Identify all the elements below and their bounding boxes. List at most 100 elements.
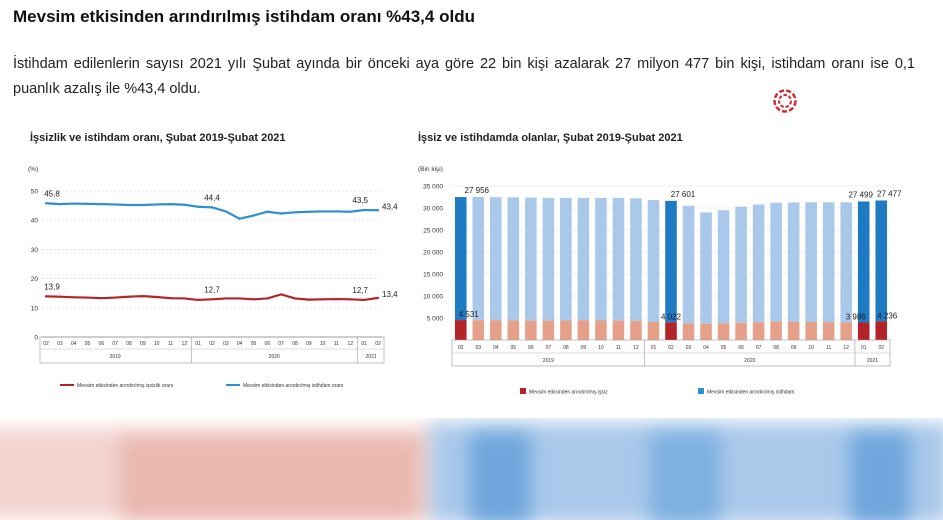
unemployment-bar [752,322,765,340]
line-chart-data-label: 13,9 [44,282,60,291]
employment-bar [595,197,607,321]
line-chart-ytick: 30 [31,247,39,254]
line-chart-xtick: 11 [168,341,173,347]
line-chart-data-label: 44,4 [204,193,220,202]
line-chart-ytick: 40 [31,218,39,225]
employment-bar [647,200,660,322]
employment-bar [717,210,730,324]
line-chart-xtick: 08 [126,341,132,347]
unemployment-bar [542,320,555,340]
unemployment-rate-point [349,298,352,301]
bar-chart-xtick: 03 [686,345,692,351]
unemployment-bar [454,320,467,340]
unemployment-rate-point [252,298,255,301]
line-chart-xtick: 09 [140,341,146,347]
employment-bar [525,197,537,321]
employment-rate-point [72,202,75,205]
employment-bar [472,196,485,321]
bar-chart-data-label: 4 236 [877,311,898,320]
bar-chart-xtick: 09 [581,345,587,351]
employment-rate-point [141,203,144,207]
bar-chart-legend-label: Mevsim etkisinden arındırılmış işsiz [529,390,608,396]
employment-rate-point [349,210,352,213]
employment-bar [577,197,590,321]
employment-rate-point [210,206,214,209]
bar-chart-legend-label: Mevsim etkisinden arındırılmış istihdam [707,390,795,396]
employment-bar [682,205,695,324]
bar-chart-xtick: 08 [773,345,779,351]
employment-rate-point [100,203,103,206]
employment-bar [805,202,817,322]
unemployment-bar [787,321,800,340]
bar-chart-ytick: 35 000 [423,184,443,191]
unemployment-rate-point [114,296,117,299]
bar-chart-xtick: 10 [808,345,814,351]
employment-rate-point [376,209,380,212]
unemployment-bar [490,320,502,340]
line-chart-xtick: 04 [237,341,243,347]
employment-bar [735,206,747,323]
line-chart-title: İşsizlik ve istihdam oranı, Şubat 2019-Ş… [30,132,286,144]
bar-chart-ytick: 15 000 [423,272,443,279]
bar-chart-xtick: 02 [878,345,884,351]
employment-rate-point [266,210,269,213]
unemployment-rate-point [293,297,297,300]
line-chart-year-label: 2020 [269,354,280,360]
line-chart-xtick: 05 [251,341,257,347]
bar-chart-xtick: 11 [616,345,621,351]
bar-chart-xtick: 11 [826,345,831,351]
employment-bar [840,202,852,323]
unemployment-bar [630,320,642,340]
line-chart-xtick: 01 [361,341,367,347]
unemployment-rate-point [127,295,131,298]
employment-bar [770,202,782,322]
bar-chart-ytick: 10 000 [423,294,443,301]
line-chart-xtick: 01 [195,341,201,347]
line-chart-data-label: 12,7 [204,285,220,294]
bar-chart-xtick: 01 [651,345,657,351]
bar-chart-ytick: 20 000 [423,250,443,257]
employment-bar [665,200,677,323]
bar-chart-ytick: 30 000 [423,206,443,213]
bar-chart-ytick: 25 000 [423,228,443,235]
unemployment-bar [700,323,712,340]
bar-chart-data-label: 3 986 [846,312,867,321]
employment-rate-point [183,203,186,206]
bar-chart-xtick: 12 [633,345,639,351]
bar-chart-xtick: 07 [756,345,762,351]
line-chart-year-label: 2019 [110,354,121,360]
unemployment-bar [735,322,747,340]
unemployment-bar [822,322,835,340]
bar-chart-xtick: 09 [791,345,797,351]
unemployment-rate-point [224,297,227,300]
employment-rate-point [169,203,172,206]
headline: Mevsim etkisinden arındırılmış istihdam … [13,7,475,26]
unemployment-rate-point [58,295,61,298]
bar-chart-data-label: 27 477 [877,189,902,198]
unemployment-rate-point [86,296,89,299]
employment-rate-point [114,203,117,206]
employment-rate-line [45,202,379,220]
employment-rate-point [293,211,297,214]
line-chart-xtick: 05 [85,341,91,347]
bar-chart-xtick: 05 [511,345,517,351]
unemployment-bar [875,321,888,340]
employment-rate-point [321,210,324,213]
bar-chart-data-label: 27 499 [848,190,873,199]
bar-chart-data-label: 27 601 [671,190,696,199]
bar-chart-xtick: 12 [843,345,849,351]
line-chart-legend-label: Mevsim etkisinden arındırılmış işsizlik … [77,383,173,389]
bar-chart-title: İşsiz ve istihdamda olanlar, Şubat 2019-… [418,132,683,144]
tuik-logo-icon [773,89,797,113]
line-chart-data-label: 12,7 [352,286,368,295]
line-chart-xtick: 03 [223,341,229,347]
unemployment-rate-point [169,297,172,300]
employment-bar [490,197,502,321]
unemployment-rate-point [100,297,103,300]
unemployment-rate-point [266,297,269,300]
bar-chart-year-label: 2021 [867,358,878,364]
unemployment-rate-point [280,293,283,296]
bar-chart-xtick: 04 [493,345,499,351]
bar-chart-data-label: 4 022 [661,312,682,321]
